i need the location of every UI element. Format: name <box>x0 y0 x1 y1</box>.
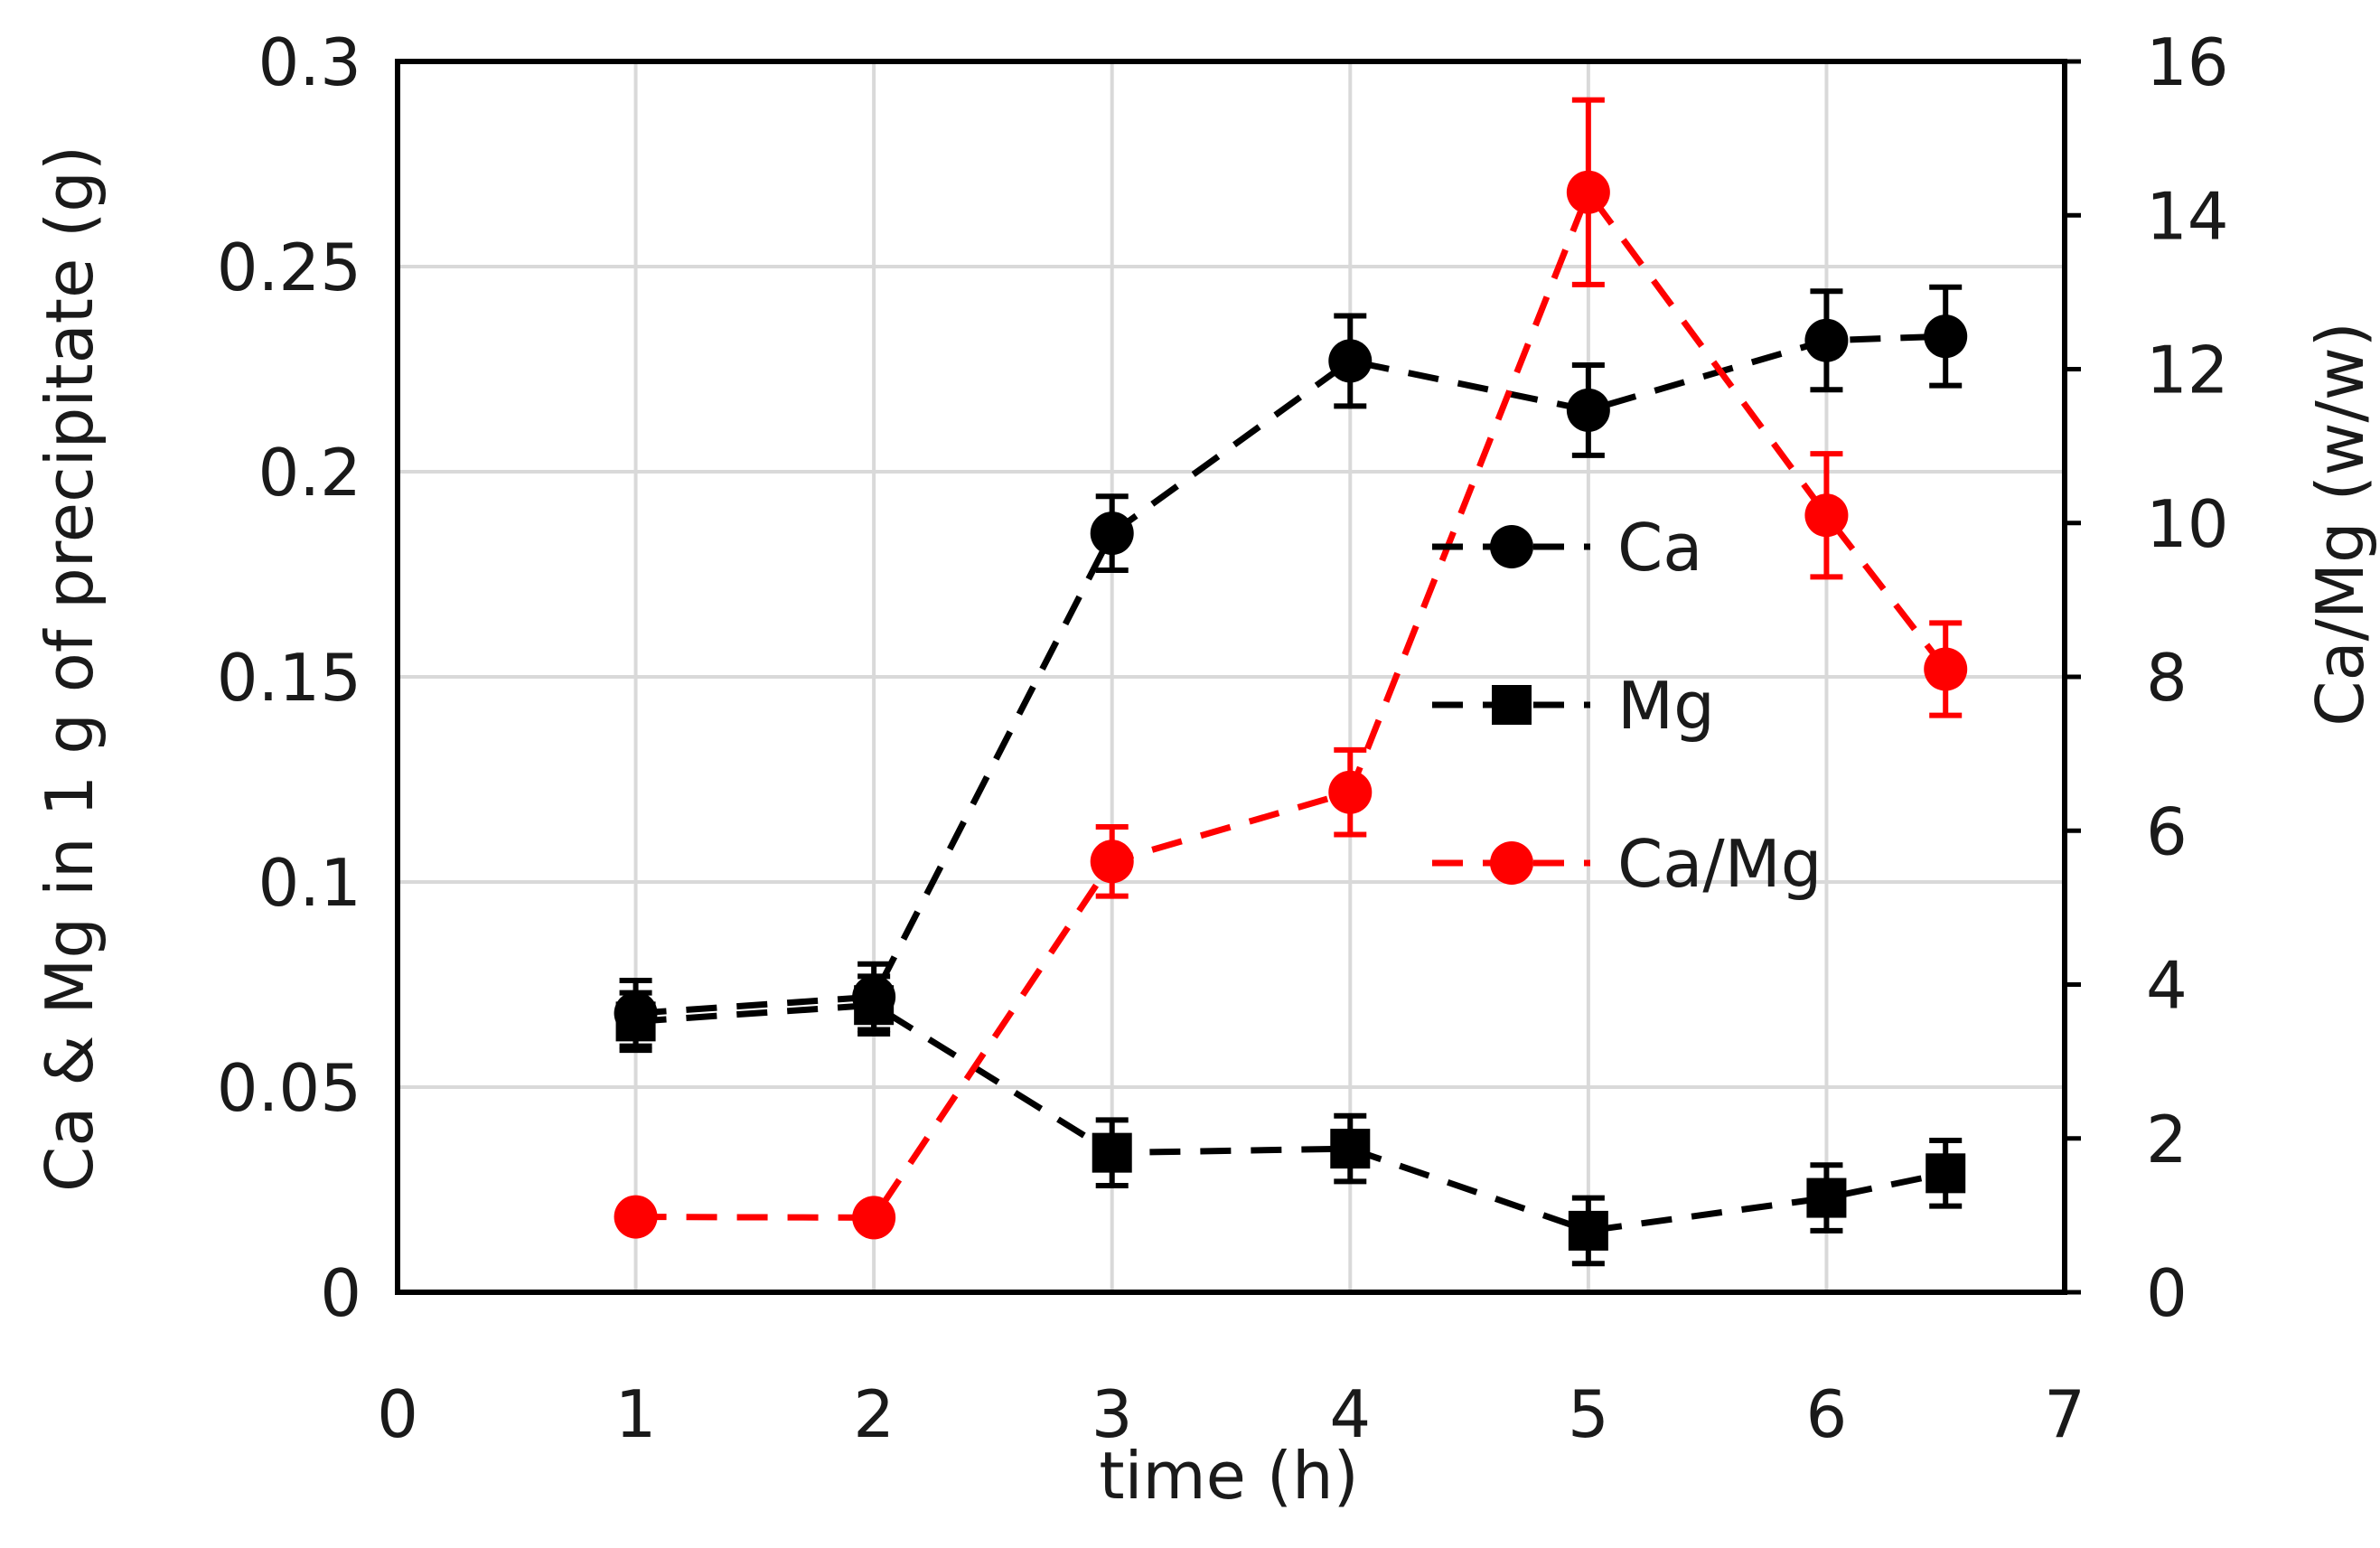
data-point <box>1566 388 1610 432</box>
x-tick-label: 4 <box>1329 1376 1371 1452</box>
y2-tick-label: 6 <box>2146 793 2188 869</box>
y-tick-label: 0.25 <box>217 230 361 305</box>
data-point <box>1924 314 1968 359</box>
y2-tick-label: 16 <box>2146 24 2229 100</box>
x-tick-label: 6 <box>1806 1376 1848 1452</box>
y-axis-title-left: Ca & Mg in 1 g of precipitate (g) <box>32 145 108 1192</box>
data-point <box>852 1196 896 1240</box>
legend-item: Ca/Mg <box>1432 826 1822 902</box>
x-tick-label: 1 <box>615 1376 657 1452</box>
data-point <box>854 985 895 1026</box>
y2-tick-label: 4 <box>2146 948 2188 1024</box>
x-axis-title: time (h) <box>1099 1438 1358 1514</box>
series-ca-mg <box>614 97 1968 1240</box>
x-tick-label: 0 <box>377 1376 418 1452</box>
legend-marker <box>1492 685 1532 725</box>
y2-tick-label: 8 <box>2146 640 2188 716</box>
legend-item: Ca <box>1432 510 1702 586</box>
legend-label: Ca <box>1617 510 1702 586</box>
data-point <box>1926 1153 1966 1194</box>
data-point <box>615 1001 656 1042</box>
y2-tick-label: 10 <box>2146 486 2229 562</box>
x-tick-label: 3 <box>1092 1376 1133 1452</box>
y-tick-label: 0.05 <box>217 1050 361 1126</box>
data-point <box>1806 1177 1847 1218</box>
data-point <box>1568 1210 1608 1251</box>
data-point <box>1090 840 1134 884</box>
legend-item: Mg <box>1432 668 1715 744</box>
series-line <box>635 333 1946 1017</box>
y2-tick-label: 2 <box>2146 1102 2188 1177</box>
tick-labels: 0 1 2 3 4 5 6 700.050.10.150.20.250.30246810121… <box>217 24 2229 1452</box>
legend-marker <box>1490 841 1533 885</box>
data-point <box>1328 339 1373 383</box>
y-tick-label: 0 <box>320 1255 361 1331</box>
series-line <box>635 185 1948 1221</box>
legend: Ca Mg Ca/Mg <box>1432 510 1822 902</box>
data-point <box>1566 170 1610 214</box>
y-tick-label: 0.3 <box>258 24 361 100</box>
series-line <box>635 1001 1946 1234</box>
grid-lines <box>396 60 2066 1294</box>
series-mg <box>615 973 1966 1267</box>
data-point <box>1328 770 1373 814</box>
x-tick-label: 5 <box>1568 1376 1609 1452</box>
legend-label: Mg <box>1617 668 1715 744</box>
y2-tick-label: 0 <box>2146 1255 2188 1331</box>
data-series <box>614 97 1968 1267</box>
series-ca <box>614 284 1968 1049</box>
y-axis-title-right: Ca/Mg (w/w) <box>2302 322 2378 727</box>
data-point <box>1092 1132 1132 1173</box>
y2-tick-label: 14 <box>2146 178 2229 254</box>
data-point <box>1330 1129 1371 1169</box>
y-tick-label: 0.1 <box>258 845 361 921</box>
plot-frame <box>395 59 2081 1295</box>
y-tick-label: 0.15 <box>217 640 361 716</box>
legend-label: Ca/Mg <box>1617 826 1822 902</box>
data-point <box>1090 511 1134 556</box>
x-tick-label: 2 <box>853 1376 895 1452</box>
data-point <box>1804 493 1849 538</box>
y2-tick-label: 12 <box>2146 333 2229 408</box>
data-point <box>1924 647 1968 691</box>
data-point <box>614 1195 658 1239</box>
legend-marker <box>1490 525 1533 568</box>
data-point <box>1804 318 1849 362</box>
y-tick-label: 0.2 <box>258 435 361 511</box>
x-tick-label: 7 <box>2044 1376 2085 1452</box>
